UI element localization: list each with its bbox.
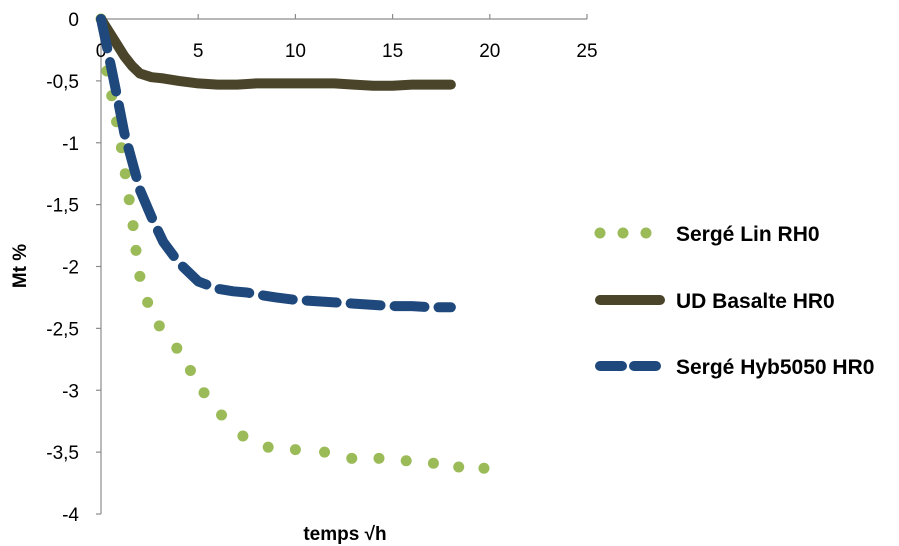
legend-marker	[594, 227, 606, 239]
axes: 0 -0,5 -1 -1,5 -2 -2,5 -3 -3,5 -4 0 5 10 15 20 25	[46, 10, 597, 526]
data-point	[427, 457, 439, 469]
x-tick-label: 15	[382, 41, 403, 62]
data-point	[123, 194, 135, 206]
legend-label: Sergé Lin RH0	[676, 223, 820, 246]
data-point	[184, 364, 196, 376]
data-point	[346, 452, 358, 464]
series-2	[96, 14, 456, 313]
legend-marker	[617, 227, 629, 239]
legend: Sergé Lin RH0 UD Basalte HR0 Sergé Hyb5050…	[594, 223, 874, 379]
legend-label: UD Basalte HR0	[676, 290, 835, 313]
data-point	[289, 444, 301, 456]
x-tick-label: 5	[193, 41, 204, 62]
data-point	[171, 342, 183, 354]
legend-marker	[640, 227, 652, 239]
x-tick-label: 10	[285, 41, 306, 62]
plot-series	[95, 13, 490, 474]
y-tick-label: 0	[68, 10, 79, 31]
data-point	[216, 409, 228, 421]
x-tick-label: 0	[96, 41, 107, 62]
legend-item: Sergé Hyb5050 HR0	[595, 356, 874, 379]
data-point	[130, 244, 142, 256]
series-line	[96, 14, 456, 313]
y-tick-label: -1,5	[46, 196, 79, 217]
data-point	[400, 455, 412, 467]
data-point	[319, 446, 331, 458]
data-point	[119, 168, 131, 180]
x-tick-label: 20	[479, 41, 500, 62]
series-1	[96, 14, 456, 91]
y-tick-label: -2	[62, 258, 79, 279]
y-tick-label: -1	[62, 134, 79, 155]
data-point	[153, 320, 165, 332]
y-axis-title: Mt %	[10, 244, 31, 288]
data-point	[237, 430, 249, 442]
data-point	[453, 461, 465, 473]
data-point	[198, 387, 210, 399]
y-tick-label: -3	[62, 381, 79, 402]
data-point	[373, 452, 385, 464]
data-point	[142, 296, 154, 308]
x-tick-label: 25	[576, 41, 597, 62]
x-axis-title: temps √h	[303, 524, 386, 545]
data-point	[127, 220, 139, 232]
legend-item: UD Basalte HR0	[595, 290, 835, 313]
data-point	[262, 441, 274, 453]
y-tick-label: -0,5	[46, 72, 79, 93]
y-tick-label: -4	[62, 505, 79, 526]
legend-item: Sergé Lin RH0	[594, 223, 820, 246]
y-tick-label: -2,5	[46, 319, 79, 340]
series-line	[96, 14, 456, 91]
y-tick-label: -3,5	[46, 443, 79, 464]
legend-label: Sergé Hyb5050 HR0	[676, 356, 874, 379]
data-point	[134, 270, 146, 282]
data-point	[478, 462, 490, 474]
